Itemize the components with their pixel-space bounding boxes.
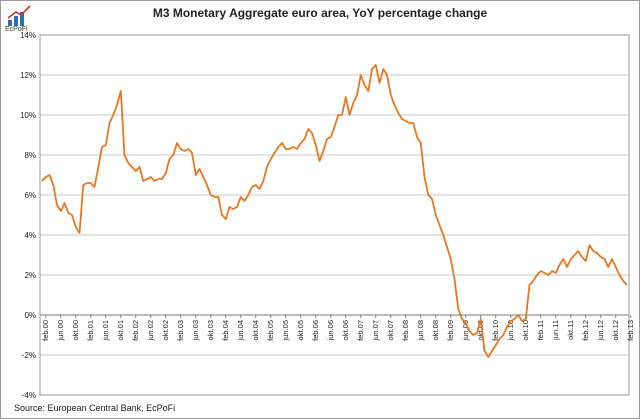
y-tick-label: 10%: [20, 111, 36, 120]
x-tick-label: feb.08: [401, 320, 410, 341]
y-tick-label: 4%: [24, 231, 36, 240]
x-tick-label: okt.11: [566, 320, 575, 340]
source-note: Source: European Central Bank, EcPoFi: [14, 403, 176, 413]
x-axis-ticks: feb.00 jun.00 okt.00 feb.01 jun.01 okt.01 feb.…: [41, 315, 635, 341]
x-tick-label: jun.03: [191, 320, 200, 341]
x-tick-label: feb.02: [131, 320, 140, 341]
y-tick-label: 6%: [24, 191, 36, 200]
x-tick-label: jun.09: [461, 320, 470, 341]
y-tick-label: 12%: [20, 71, 36, 80]
y-tick-label: 14%: [20, 31, 36, 40]
x-tick-label: jun.10: [506, 320, 515, 341]
y-tick-label: -2%: [22, 351, 36, 360]
x-tick-label: okt.10: [521, 320, 530, 340]
x-tick-label: feb.01: [86, 320, 95, 341]
series-line-m3: [41, 64, 628, 358]
x-tick-label: feb.00: [41, 320, 50, 341]
x-tick-label: okt.05: [296, 320, 305, 340]
chart-title: M3 Monetary Aggregate euro area, YoY per…: [152, 6, 488, 20]
x-tick-label: feb.03: [176, 320, 185, 341]
ecpofi-logo-icon: [6, 4, 32, 28]
plot-area: [39, 34, 630, 396]
x-tick-label: feb.10: [491, 320, 500, 341]
x-tick-label: okt.07: [386, 320, 395, 340]
x-tick-label: jun.01: [101, 320, 110, 341]
x-tick-label: okt.01: [116, 320, 125, 340]
x-tick-label: feb.12: [581, 320, 590, 341]
x-tick-label: jun.02: [146, 320, 155, 341]
x-tick-label: feb.07: [356, 320, 365, 341]
x-tick-label: okt.12: [611, 320, 620, 340]
x-tick-label: jun.11: [551, 320, 560, 341]
x-tick-label: feb.05: [266, 320, 275, 341]
x-tick-label: jun.08: [416, 320, 425, 341]
y-tick-label: 2%: [24, 271, 36, 280]
y-tick-label: 8%: [24, 151, 36, 160]
x-tick-label: feb.09: [446, 320, 455, 341]
x-tick-label: okt.03: [206, 320, 215, 340]
x-tick-label: okt.00: [71, 320, 80, 340]
x-tick-label: feb.04: [221, 320, 230, 341]
x-tick-label: jun.12: [596, 320, 605, 341]
x-tick-label: feb.11: [536, 320, 545, 340]
logo-text: EcPoFi: [5, 26, 28, 33]
x-tick-label: okt.09: [476, 320, 485, 340]
x-tick-label: feb.13: [626, 320, 635, 341]
x-tick-label: okt.04: [251, 320, 260, 340]
x-tick-label: jun.06: [326, 320, 335, 341]
x-tick-label: feb.06: [311, 320, 320, 341]
x-tick-label: jun.00: [56, 320, 65, 341]
y-tick-label: -4%: [22, 391, 36, 400]
x-tick-label: okt.06: [341, 320, 350, 340]
y-tick-label: 0%: [24, 311, 36, 320]
x-tick-label: okt.08: [431, 320, 440, 340]
x-tick-label: okt.02: [161, 320, 170, 340]
x-tick-label: jun.07: [371, 320, 380, 341]
x-tick-label: jun.05: [281, 320, 290, 341]
y-axis-ticks: -4% -2% 0% 2% 4% 6% 8% 10% 12% 14%: [20, 31, 36, 400]
axes: [39, 34, 630, 396]
x-tick-label: jun.04: [236, 320, 245, 341]
